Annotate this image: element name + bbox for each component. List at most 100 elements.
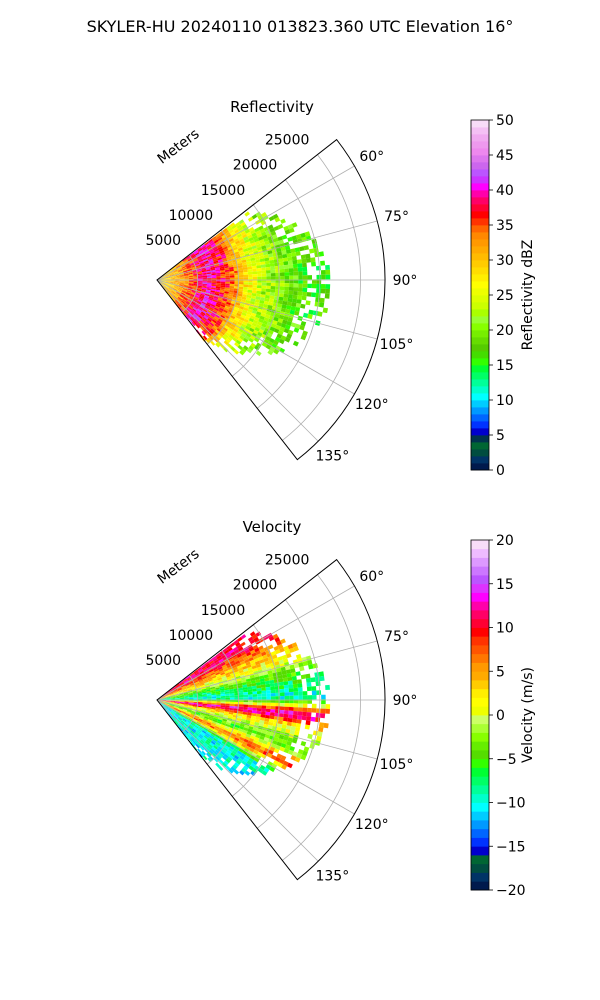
data-cell	[170, 278, 176, 280]
figure-suptitle: SKYLER-HU 20240110 013823.360 UTC Elevat…	[87, 17, 514, 36]
data-cell	[284, 272, 290, 276]
colorbar-segment	[471, 540, 489, 550]
data-cell	[207, 719, 213, 723]
data-cell	[307, 659, 313, 666]
data-cell	[274, 313, 280, 319]
data-cell	[280, 276, 285, 280]
data-cell	[248, 765, 255, 771]
data-cell	[168, 269, 173, 273]
data-cell	[298, 699, 303, 704]
data-cell	[319, 302, 325, 308]
data-cell	[251, 713, 257, 717]
data-cell	[179, 281, 185, 283]
data-cell	[270, 276, 276, 280]
data-cell	[184, 729, 189, 734]
data-cell	[192, 706, 198, 708]
data-cell	[222, 677, 228, 681]
data-cell	[189, 311, 194, 316]
data-cell	[271, 234, 278, 240]
data-cell	[186, 300, 191, 305]
data-cell	[261, 333, 267, 339]
data-cell	[229, 229, 235, 234]
data-cell	[197, 719, 203, 723]
data-cell	[285, 245, 291, 251]
data-cell	[247, 269, 253, 273]
data-cell	[267, 644, 274, 650]
data-cell	[230, 752, 236, 758]
data-cell	[239, 658, 245, 663]
data-cell	[171, 266, 176, 270]
data-cell	[225, 695, 230, 698]
data-cell	[199, 250, 205, 255]
data-cell	[166, 698, 171, 700]
data-cell	[200, 739, 205, 744]
data-cell	[263, 723, 269, 728]
data-cell	[210, 313, 216, 318]
data-cell	[179, 681, 184, 685]
data-cell	[240, 641, 246, 647]
data-cell	[279, 286, 285, 291]
data-cell	[294, 247, 300, 253]
data-cell	[256, 713, 261, 718]
data-cell	[216, 703, 221, 706]
data-cell	[193, 702, 198, 705]
data-cell	[208, 316, 213, 321]
data-cell	[194, 725, 199, 729]
data-cell	[227, 739, 234, 744]
data-cell	[226, 653, 232, 659]
data-cell	[303, 245, 309, 251]
data-cell	[263, 646, 270, 652]
data-cell	[273, 237, 279, 243]
data-cell	[213, 317, 218, 322]
data-cell	[195, 253, 201, 257]
data-cell	[192, 689, 197, 692]
data-cell	[224, 267, 230, 271]
data-cell	[247, 704, 253, 708]
data-cell	[192, 270, 198, 273]
data-cell	[222, 298, 228, 302]
data-cell	[237, 293, 243, 297]
data-cell	[185, 712, 191, 716]
data-cell	[220, 253, 226, 258]
data-cell	[215, 267, 220, 270]
colorbar-tick-label: 15	[496, 577, 514, 593]
colorbar-segment	[471, 442, 489, 450]
data-cell	[180, 307, 184, 312]
data-cell	[195, 302, 201, 307]
data-cell	[241, 663, 247, 668]
data-cell	[185, 713, 190, 717]
data-cell	[289, 746, 295, 752]
data-cell	[225, 254, 231, 258]
data-cell	[175, 263, 180, 267]
data-cell	[181, 726, 186, 731]
data-cell	[164, 284, 169, 288]
data-cell	[292, 683, 298, 689]
data-cell	[249, 659, 255, 664]
data-cell	[243, 765, 249, 771]
data-cell	[258, 328, 265, 334]
data-cell	[181, 686, 187, 689]
data-cell	[174, 293, 179, 297]
data-cell	[179, 698, 185, 700]
data-cell	[206, 693, 212, 696]
data-cell	[237, 667, 243, 672]
data-cell	[325, 284, 331, 290]
data-cell	[225, 303, 231, 308]
data-cell	[269, 326, 276, 332]
colorbar-tick-label: −20	[496, 883, 526, 899]
data-cell	[287, 717, 293, 723]
data-cell	[168, 287, 173, 290]
data-cell	[300, 303, 306, 309]
data-cell	[220, 695, 226, 698]
data-cell	[208, 669, 214, 673]
data-cell	[184, 260, 189, 264]
data-cell	[276, 640, 282, 646]
colorbar-segment	[471, 316, 489, 324]
data-cell	[170, 292, 174, 296]
data-cell	[245, 255, 251, 260]
data-cell	[172, 296, 176, 301]
data-cell	[257, 285, 262, 289]
data-cell	[254, 240, 261, 246]
colorbar-segment	[471, 218, 489, 226]
data-cell	[201, 750, 206, 756]
